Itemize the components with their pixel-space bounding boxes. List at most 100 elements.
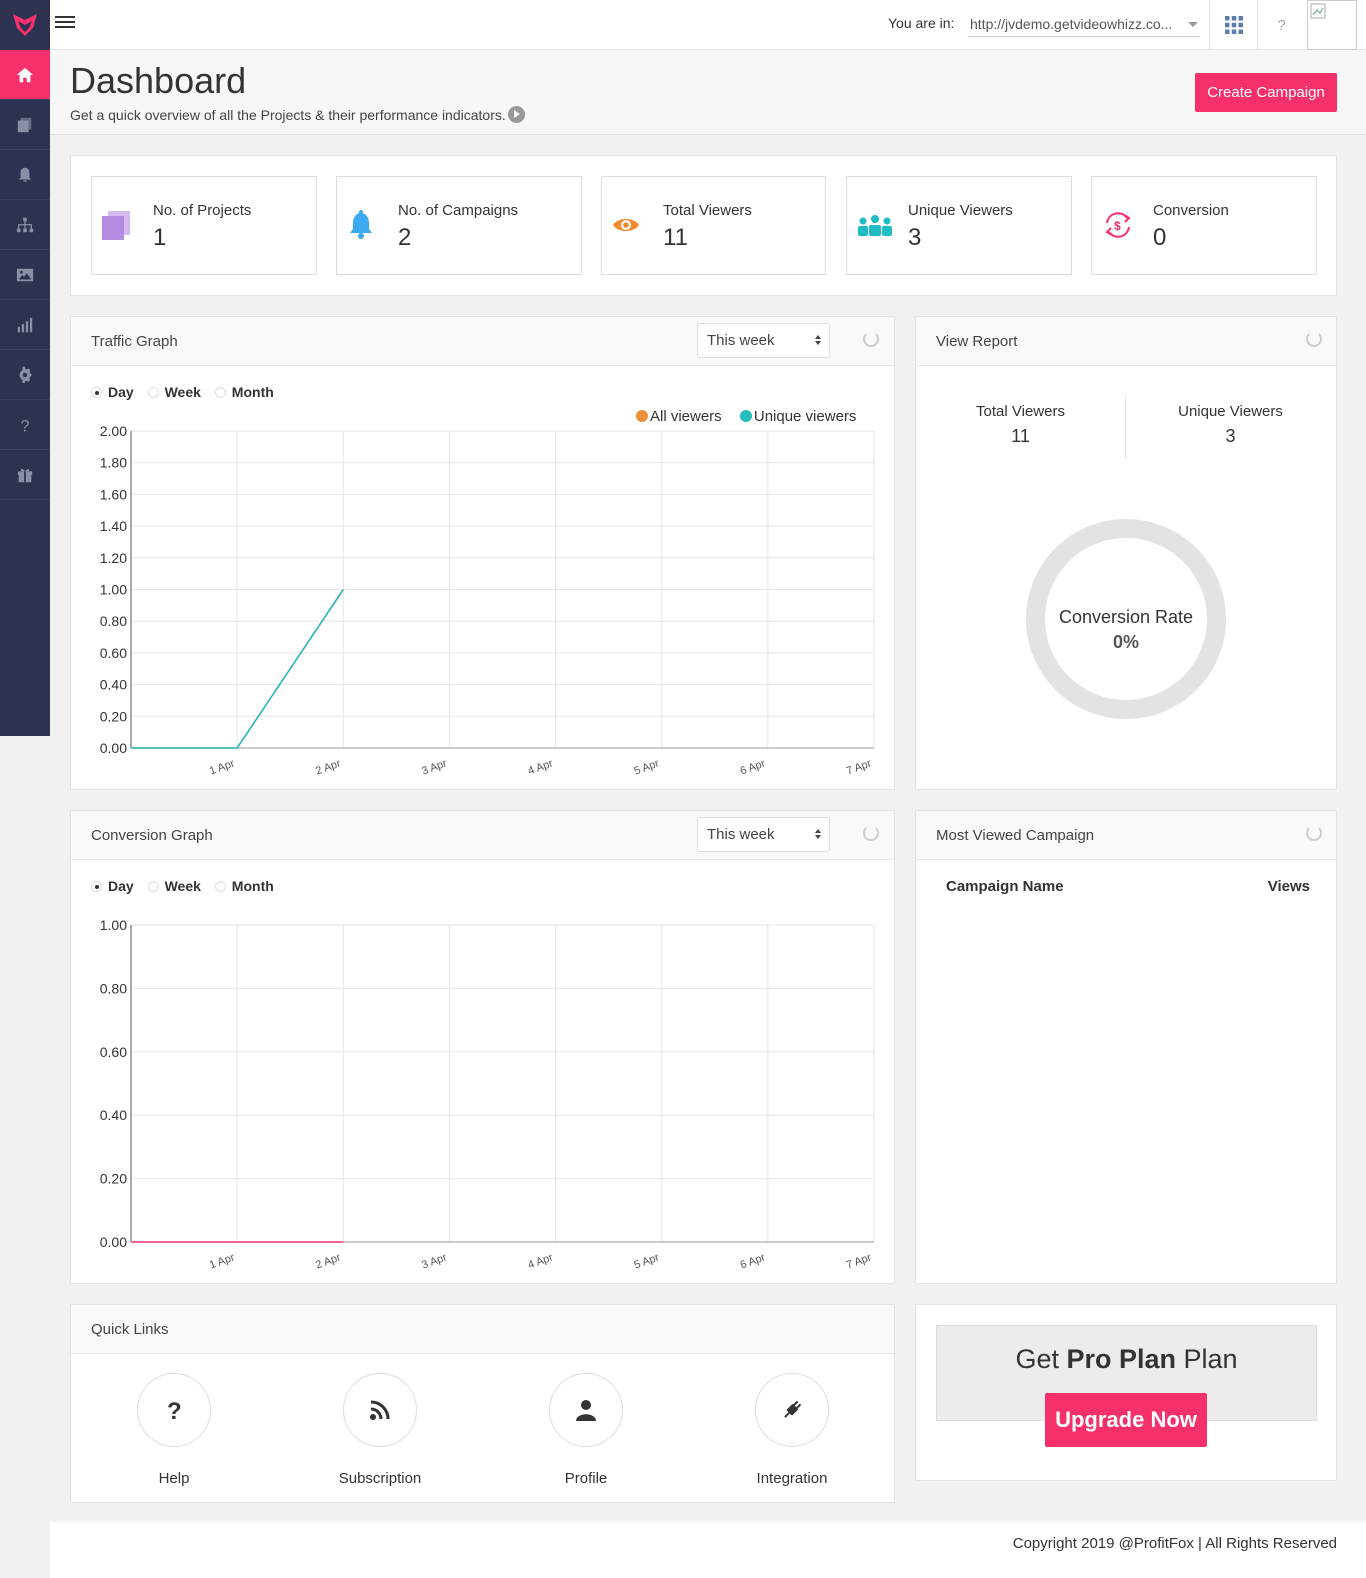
refresh-icon[interactable] xyxy=(1306,825,1322,841)
stat-total-viewers: Total Viewers 11 xyxy=(601,176,826,275)
conversion-rate-value: 0% xyxy=(1112,632,1139,652)
help-button[interactable]: ? xyxy=(1257,0,1305,50)
x-tick-label: 5 Apr xyxy=(632,1251,661,1271)
hamburger-menu-icon[interactable] xyxy=(55,16,75,32)
vr-unique-viewers: Unique Viewers 3 xyxy=(1126,403,1335,447)
legend-item-all-viewers[interactable]: All viewers xyxy=(636,408,722,425)
vr-label: Total Viewers xyxy=(976,403,1065,420)
traffic-range-radios: Day Week Month xyxy=(91,384,284,400)
stat-label: No. of Campaigns xyxy=(398,202,519,219)
stats-panel: No. of Projects 1 No. of Campaigns 2 Tot… xyxy=(70,155,1337,296)
radio-week[interactable]: Week xyxy=(147,384,201,400)
radio-week[interactable]: Week xyxy=(147,878,201,894)
quick-link-subscription[interactable]: Subscription xyxy=(320,1373,440,1487)
radio-dot xyxy=(147,881,159,892)
traffic-period-select[interactable]: This week xyxy=(697,323,830,358)
legend-item-unique-viewers[interactable]: Unique viewers xyxy=(739,408,857,425)
x-tick-label: 4 Apr xyxy=(526,757,555,777)
pro-title-post: Plan xyxy=(1176,1344,1238,1374)
conversion-graph-panel: Conversion Graph This week Day Week Mont… xyxy=(70,810,895,1284)
create-campaign-button[interactable]: Create Campaign xyxy=(1195,73,1337,112)
sidebar-item-campaigns[interactable] xyxy=(0,150,50,200)
sidebar-item-sitemap[interactable] xyxy=(0,200,50,250)
conversion-period-select[interactable]: This week xyxy=(697,817,830,852)
question-icon: ? xyxy=(167,1398,182,1422)
quick-link-integration[interactable]: Integration xyxy=(732,1373,852,1487)
legend-label: Unique viewers xyxy=(753,408,857,425)
traffic-chart: 0.00 0.20 0.40 0.60 0.80 1.00 1.20 1.40 1.60 1.80… xyxy=(100,423,875,778)
users-icon xyxy=(858,215,892,236)
image-icon xyxy=(16,268,34,281)
svg-text:$: $ xyxy=(1114,219,1121,233)
sidebar-item-help[interactable]: ? xyxy=(0,400,50,450)
svg-text:?: ? xyxy=(21,417,30,434)
refresh-icon[interactable] xyxy=(863,825,879,841)
period-value: This week xyxy=(707,332,775,349)
quick-link-circle xyxy=(755,1373,829,1447)
sidebar-item-home[interactable] xyxy=(0,50,50,100)
quick-link-label: Help xyxy=(158,1470,190,1487)
x-tick-label: 5 Apr xyxy=(632,757,661,777)
stat-value: 0 xyxy=(1153,224,1167,251)
y-tick-label: 0.80 xyxy=(100,980,127,996)
quick-link-help[interactable]: ? Help xyxy=(114,1373,234,1487)
x-tick-label: 6 Apr xyxy=(739,757,768,777)
panel-title: Conversion Graph xyxy=(91,827,213,844)
quick-link-circle xyxy=(549,1373,623,1447)
gift-icon xyxy=(17,468,33,482)
stat-label: Total Viewers xyxy=(663,202,752,219)
legend-label: All viewers xyxy=(650,408,722,425)
traffic-graph-panel: Traffic Graph This week Day Week Month A… xyxy=(70,316,895,790)
radio-label: Day xyxy=(108,878,134,894)
radio-day[interactable]: Day xyxy=(91,384,134,400)
upgrade-now-button[interactable]: Upgrade Now xyxy=(1045,1393,1207,1447)
logo[interactable] xyxy=(0,0,50,50)
y-tick-label: 1.80 xyxy=(100,455,127,471)
eye-icon xyxy=(613,219,639,231)
sidebar-item-gift[interactable] xyxy=(0,450,50,500)
user-icon xyxy=(576,1400,596,1421)
quick-link-label: Integration xyxy=(756,1470,828,1487)
apps-grid-icon xyxy=(1224,16,1243,34)
y-tick-label: 0.60 xyxy=(100,1044,127,1060)
sidebar-item-media[interactable] xyxy=(0,250,50,300)
y-tick-label: 0.60 xyxy=(100,645,127,661)
radio-label: Month xyxy=(231,384,274,400)
radio-month[interactable]: Month xyxy=(214,878,274,894)
sitemap-icon xyxy=(16,217,34,232)
quick-link-profile[interactable]: Profile xyxy=(526,1373,646,1487)
apps-button[interactable] xyxy=(1209,0,1257,50)
sidebar-item-settings[interactable] xyxy=(0,350,50,400)
page-subtitle: Get a quick overview of all the Projects… xyxy=(70,107,506,123)
x-tick-label: 4 Apr xyxy=(526,1251,555,1271)
legend-swatch xyxy=(739,410,752,422)
refresh-icon[interactable] xyxy=(1306,331,1322,347)
chart-legend: All viewers Unique viewers xyxy=(636,408,856,425)
page-header: Dashboard Get a quick overview of all th… xyxy=(50,50,1366,135)
play-video-icon[interactable] xyxy=(508,106,525,123)
radio-day[interactable]: Day xyxy=(91,878,134,894)
fox-logo-icon xyxy=(13,14,37,36)
panel-title: Traffic Graph xyxy=(91,333,178,350)
site-url-select[interactable]: http://jvdemo.getvideowhizz.co... xyxy=(968,13,1200,37)
radio-label: Month xyxy=(231,878,274,894)
radio-label: Week xyxy=(164,878,201,894)
x-tick-label: 3 Apr xyxy=(420,1251,449,1271)
sidebar-item-projects[interactable] xyxy=(0,100,50,150)
avatar[interactable] xyxy=(1307,0,1357,50)
y-tick-label: 1.60 xyxy=(100,486,127,502)
footer xyxy=(50,1522,1366,1578)
radio-month[interactable]: Month xyxy=(214,384,274,400)
radio-dot xyxy=(147,387,159,398)
y-tick-label: 0.40 xyxy=(100,1107,127,1123)
y-tick-label: 1.00 xyxy=(100,917,127,933)
stat-projects: No. of Projects 1 xyxy=(91,176,317,275)
sidebar-item-reports[interactable] xyxy=(0,300,50,350)
plug-icon xyxy=(784,1400,802,1418)
radio-label: Day xyxy=(108,384,134,400)
refresh-icon[interactable] xyxy=(863,331,879,347)
stat-label: Unique Viewers xyxy=(908,202,1013,219)
radio-dot xyxy=(91,387,102,398)
pro-plan-panel: Get Pro Plan Plan Upgrade Now xyxy=(915,1304,1337,1481)
y-tick-label: 0.00 xyxy=(100,1234,127,1250)
